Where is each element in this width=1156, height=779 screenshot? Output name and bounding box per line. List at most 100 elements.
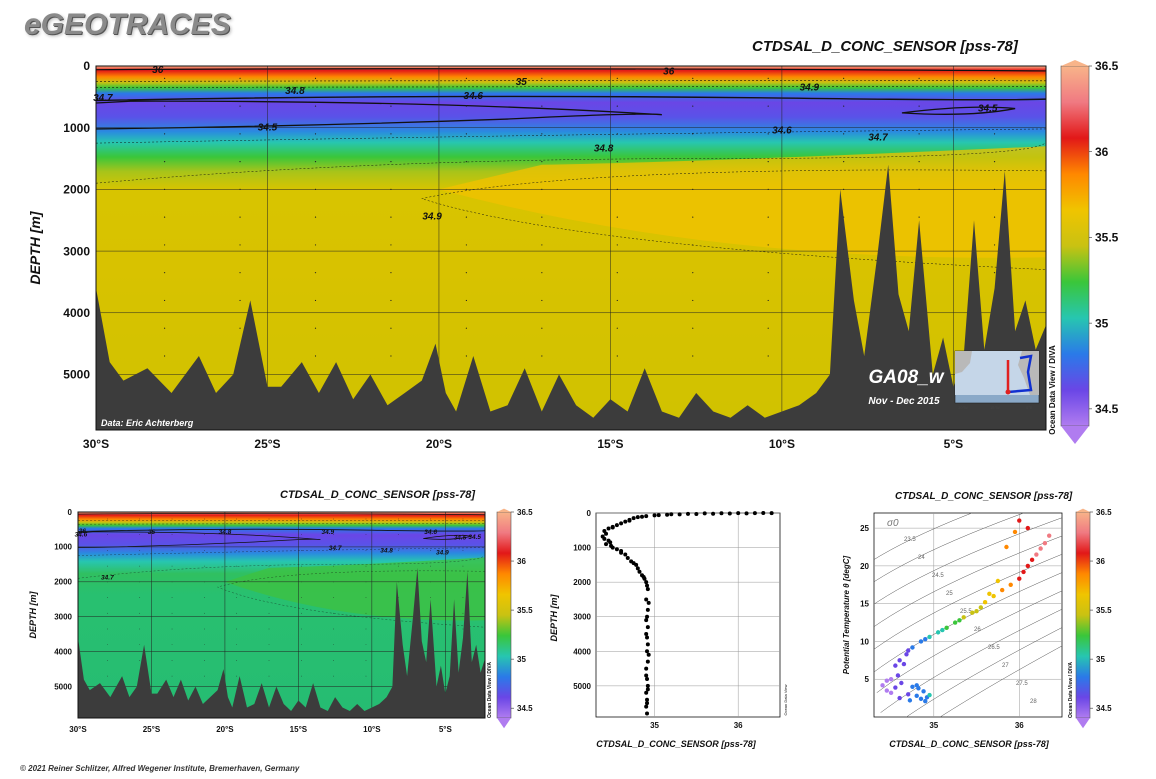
- isopycnal-label: 24: [918, 555, 925, 561]
- data-credit: Data: Eric Achterberg: [101, 418, 194, 428]
- y-tick-label: 5000: [63, 368, 90, 382]
- sample-dot: [616, 327, 618, 329]
- isopycnal-label: 25: [946, 591, 953, 597]
- sample-dot: [163, 77, 166, 79]
- sample-dot: [465, 244, 467, 246]
- sample-dot: [465, 77, 467, 79]
- profile-point: [631, 516, 636, 521]
- contour-line: [423, 534, 472, 540]
- small-section-title: CTDSAL_D_CONC_SENSOR [pss-78]: [280, 489, 475, 501]
- profile-point: [646, 600, 651, 605]
- sample-dot: [333, 550, 335, 551]
- sample-dot: [541, 105, 543, 107]
- contour-line: [420, 169, 1046, 270]
- sample-dot: [171, 597, 173, 598]
- y-tick-label: 25: [860, 524, 869, 533]
- main-colorbar: [1060, 65, 1090, 427]
- sample-dot: [239, 161, 241, 163]
- profile-y-axis-label: DEPTH [m]: [549, 593, 559, 641]
- sample-dot: [692, 327, 694, 329]
- isopycnal-line: [874, 572, 1062, 673]
- sample-dot: [616, 161, 618, 163]
- contour-line: [96, 100, 662, 130]
- sample-dot: [171, 534, 173, 536]
- sample-dot: [163, 216, 166, 218]
- sample-dot: [918, 133, 920, 135]
- profile-point: [606, 526, 611, 531]
- isopycnal-label: 26.5: [988, 645, 1000, 651]
- profile-point: [702, 511, 707, 516]
- y-tick-label: 5000: [54, 682, 72, 691]
- sample-dot: [465, 161, 467, 163]
- ts-colorbar-tick-label: 35: [1096, 655, 1105, 664]
- ts-point: [910, 684, 915, 689]
- contour-label: 34.7: [101, 575, 114, 582]
- sample-dot: [767, 77, 769, 79]
- sample-dot: [616, 133, 618, 135]
- sample-dot: [333, 644, 335, 646]
- sample-dot: [365, 644, 367, 646]
- profile-point: [694, 512, 699, 517]
- contour-line: [901, 106, 1016, 115]
- ts-x-axis-label: CTDSAL_D_CONC_SENSOR [pss-78]: [889, 739, 1050, 749]
- sample-dot: [843, 77, 845, 79]
- sample-dot: [239, 299, 241, 302]
- ts-sigma-label: σ0: [887, 518, 899, 529]
- sample-dot: [163, 299, 166, 302]
- sample-dot: [430, 597, 431, 598]
- sample-dot: [430, 550, 431, 551]
- profile-point: [645, 701, 650, 706]
- sample-dot: [333, 534, 335, 536]
- ts-point: [957, 618, 962, 623]
- sample-dot: [107, 550, 108, 551]
- sample-dot: [107, 612, 108, 614]
- small-colorbar-tick-label: 34.5: [517, 704, 533, 713]
- sample-dot: [236, 644, 238, 646]
- sample-dot: [107, 644, 108, 646]
- profile-point: [752, 511, 757, 516]
- sample-dot: [314, 105, 317, 107]
- sample-dot: [107, 675, 108, 677]
- contour-label: 34.7: [329, 545, 342, 552]
- ts-point: [905, 648, 911, 653]
- ts-y-axis-label: Potential Temperature θ [degC]: [842, 555, 851, 674]
- sample-dot: [163, 105, 166, 107]
- x-tick-label: 35: [650, 721, 659, 730]
- sample-dot: [107, 660, 108, 661]
- profile-point: [644, 666, 649, 671]
- sample-dot: [107, 628, 108, 630]
- sample-dot: [204, 628, 205, 630]
- sample-dot: [236, 628, 238, 630]
- ts-point: [1025, 525, 1031, 531]
- contour-label: 34.6: [75, 531, 88, 538]
- ts-point: [884, 688, 890, 693]
- sample-dot: [236, 675, 238, 677]
- sample-dot: [314, 77, 317, 79]
- y-tick-label: 3000: [63, 244, 90, 258]
- sample-dot: [268, 612, 270, 614]
- sample-dot: [430, 565, 431, 567]
- small-colorbar-tick-label: 35: [517, 655, 526, 664]
- contour-label: 34.6: [424, 529, 437, 536]
- ts-point: [1029, 557, 1035, 563]
- x-tick-label: 36: [734, 721, 743, 730]
- contour-label: 36: [152, 65, 164, 76]
- y-tick-label: 0: [83, 59, 90, 73]
- profile-point: [619, 550, 624, 555]
- ts-diagram-title: CTDSAL_D_CONC_SENSOR [pss-78]: [895, 491, 1073, 502]
- ts-point: [1017, 576, 1022, 581]
- profile-point: [645, 676, 650, 681]
- sample-dot: [314, 272, 317, 274]
- ts-point: [935, 630, 941, 635]
- sample-dot: [300, 628, 302, 630]
- contour-label: 36: [663, 66, 675, 77]
- main-odv-label: Ocean Data View / DIVA: [1048, 345, 1057, 435]
- isopycnal-label: 27: [1002, 663, 1009, 669]
- profile-point: [631, 561, 636, 566]
- ts-point: [923, 636, 928, 642]
- sample-dot: [236, 565, 238, 567]
- sample-dot: [390, 272, 392, 274]
- profile-point: [604, 531, 609, 536]
- ts-plot-area: 35 36 5 10 15 20 25 23.5 24 24.5 25 25.5 26 26.5 27 27.…: [860, 508, 1112, 730]
- contour-label: 34.5: [978, 103, 998, 114]
